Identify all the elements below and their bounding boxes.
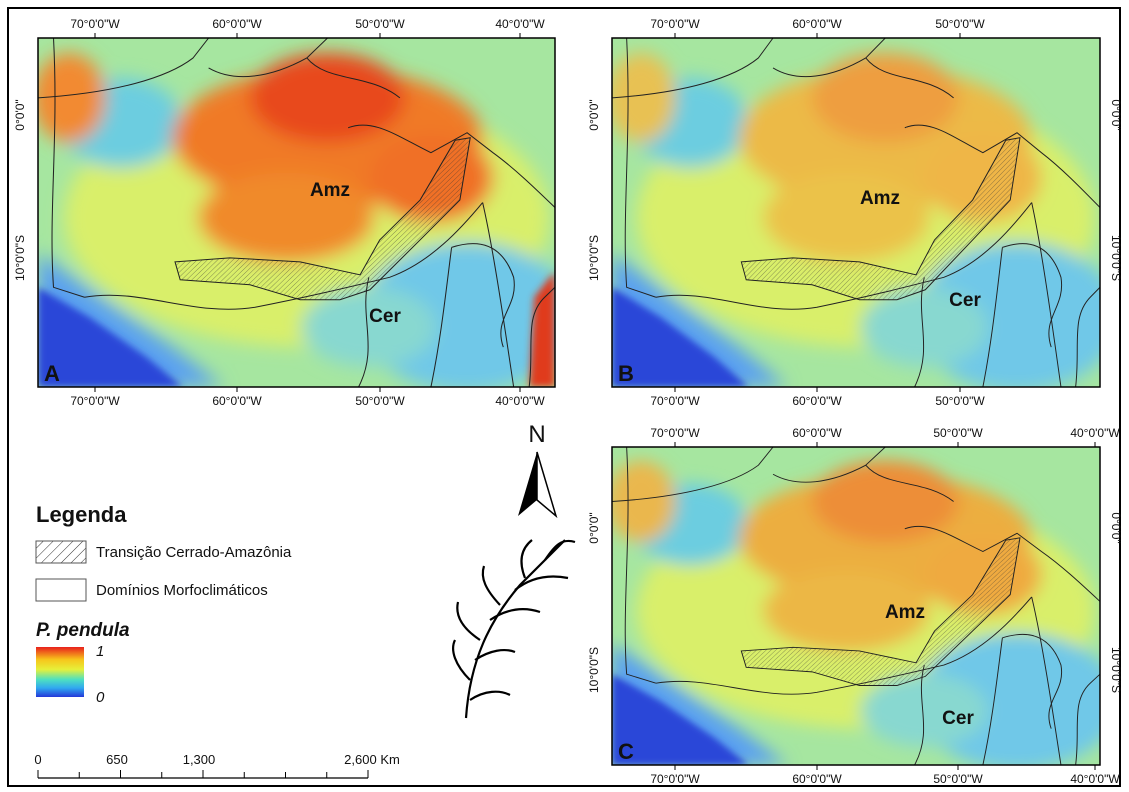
map-body [607, 38, 1119, 392]
region-label: Amz [885, 602, 925, 623]
longitude-label: 40°0'0"W [1070, 426, 1120, 440]
region-label: Amz [310, 180, 350, 201]
latitude-label: 0°0'0" [1109, 99, 1123, 130]
color-bar [36, 647, 84, 697]
latitude-label: 10°0'0"S [587, 647, 601, 693]
panel-letter: C [618, 739, 634, 764]
north-label: N [528, 421, 545, 448]
scale-label: 0 [34, 752, 41, 767]
map-panel [607, 38, 1119, 392]
longitude-label: 70°0'0"W [650, 426, 700, 440]
longitude-label: 40°0'0"W [495, 17, 545, 31]
longitude-label: 60°0'0"W [792, 426, 842, 440]
region-label: Cer [942, 708, 974, 729]
plant-silhouette [453, 540, 575, 718]
north-arrow-left [518, 452, 537, 516]
longitude-label: 70°0'0"W [70, 17, 120, 31]
longitude-label: 70°0'0"W [650, 772, 700, 786]
region-label: Cer [949, 290, 981, 311]
longitude-label: 70°0'0"W [70, 394, 120, 408]
map-panel [33, 38, 576, 392]
legend-item: Transição Cerrado-Amazônia [96, 544, 292, 561]
latitude-label: 0°0'0" [587, 99, 601, 130]
legend-title: Legenda [36, 502, 127, 527]
latitude-label: 10°0'0"S [1109, 235, 1123, 281]
latitude-label: 10°0'0"S [587, 235, 601, 281]
surface [812, 461, 958, 543]
longitude-label: 50°0'0"W [935, 394, 985, 408]
map-panel [607, 447, 1119, 770]
scale-bar [38, 770, 368, 778]
longitude-label: 50°0'0"W [355, 17, 405, 31]
legend-species: P. pendula [36, 620, 130, 641]
longitude-label: 60°0'0"W [212, 17, 262, 31]
latitude-label: 10°0'0"S [13, 235, 27, 281]
color-bar-min: 0 [96, 689, 105, 706]
longitude-label: 60°0'0"W [792, 17, 842, 31]
latitude-label: 10°0'0"S [1109, 647, 1123, 693]
longitude-label: 40°0'0"W [1070, 772, 1120, 786]
longitude-label: 60°0'0"W [792, 394, 842, 408]
figure: Legenda Transição Cerrado-Amazônia Domín… [0, 0, 1129, 792]
longitude-label: 50°0'0"W [935, 17, 985, 31]
scale-label: 650 [106, 752, 128, 767]
map-body [607, 447, 1119, 770]
longitude-label: 60°0'0"W [792, 772, 842, 786]
longitude-label: 50°0'0"W [355, 394, 405, 408]
longitude-label: 70°0'0"W [650, 394, 700, 408]
legend-item: Domínios Morfoclimáticos [96, 582, 268, 599]
region-label: Amz [860, 188, 900, 209]
longitude-label: 50°0'0"W [933, 426, 983, 440]
region-label: Cer [369, 306, 401, 327]
longitude-label: 60°0'0"W [212, 394, 262, 408]
color-bar-max: 1 [96, 643, 104, 660]
latitude-label: 0°0'0" [13, 99, 27, 130]
longitude-label: 50°0'0"W [933, 772, 983, 786]
surface [763, 173, 929, 263]
surface [812, 53, 958, 143]
legend-box [36, 579, 86, 601]
panel-letter: A [44, 361, 60, 386]
latitude-label: 0°0'0" [587, 512, 601, 543]
north-arrow-right [537, 452, 556, 516]
latitude-label: 0°0'0" [1109, 512, 1123, 543]
legend-hatch [36, 541, 86, 563]
scale-label: 1,300 [183, 752, 216, 767]
scale-label: 2,600 Km [344, 752, 400, 767]
panel-letter: B [618, 361, 634, 386]
map-body [33, 38, 576, 392]
longitude-label: 70°0'0"W [650, 17, 700, 31]
longitude-label: 40°0'0"W [495, 394, 545, 408]
surface [250, 53, 405, 143]
